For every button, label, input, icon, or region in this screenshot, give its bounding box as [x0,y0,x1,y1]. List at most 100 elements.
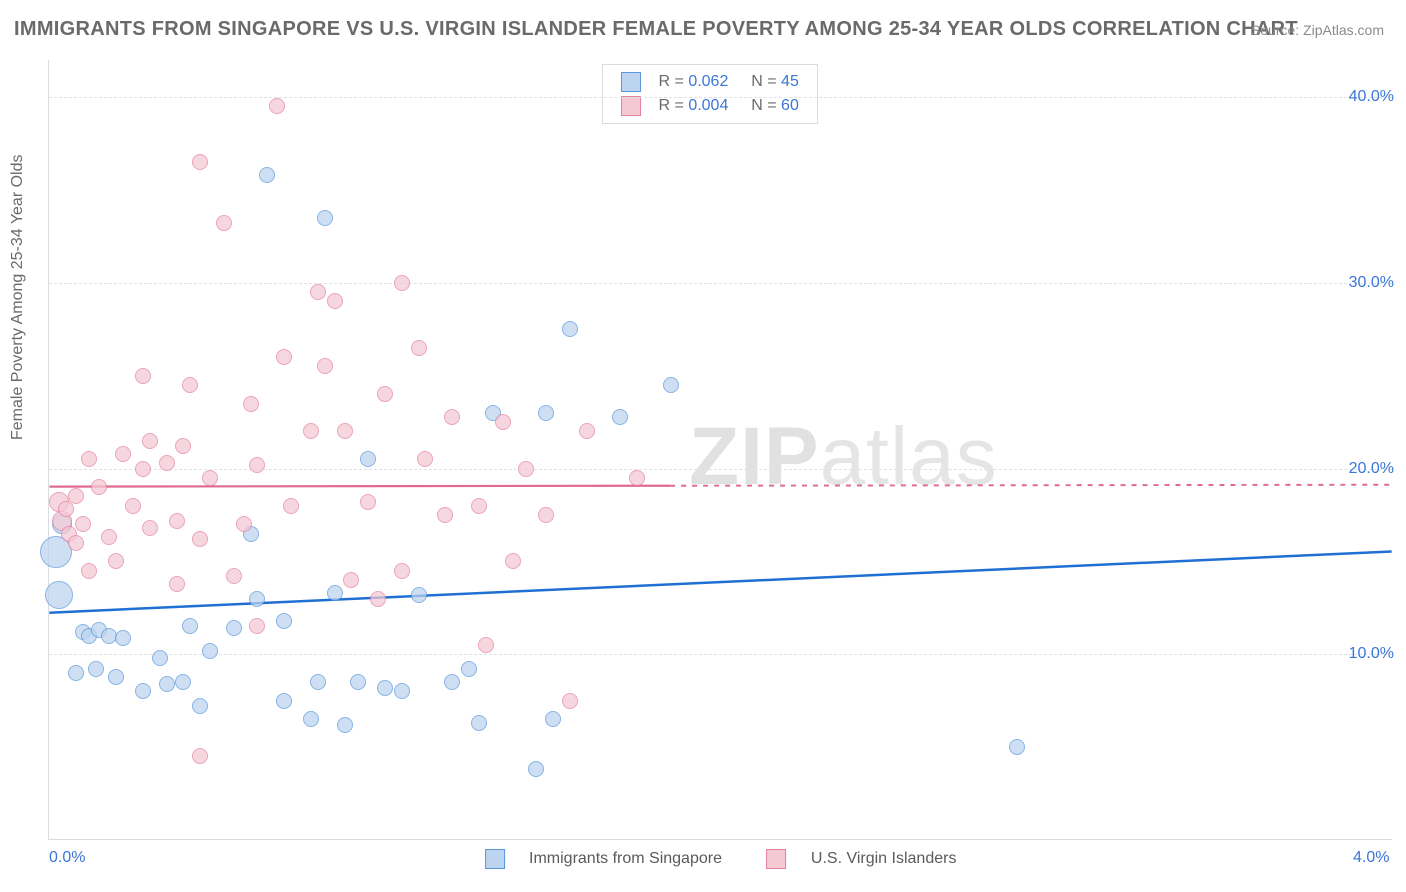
data-point [91,479,107,495]
data-point [108,553,124,569]
data-point [471,715,487,731]
data-point [276,613,292,629]
data-point [159,676,175,692]
data-point [1009,739,1025,755]
data-point [538,507,554,523]
grid-line [49,97,1392,98]
data-point [528,761,544,777]
data-point [276,693,292,709]
data-point [377,386,393,402]
grid-line [49,283,1392,284]
data-point [68,535,84,551]
scatter-plot-area: ZIPatlas R = 0.062 N = 45 R = 0.004 N = … [48,60,1392,840]
legend-label-a: Immigrants from Singapore [529,850,722,867]
data-point [182,377,198,393]
data-point [444,409,460,425]
data-point [45,581,73,609]
data-point [226,620,242,636]
data-point [343,572,359,588]
data-point [327,293,343,309]
data-point [142,520,158,536]
data-point [394,275,410,291]
data-point [243,396,259,412]
data-point [81,451,97,467]
data-point [192,531,208,547]
data-point [192,748,208,764]
y-tick-label: 40.0% [1349,88,1394,106]
x-tick-label: 0.0% [49,849,85,867]
data-point [579,423,595,439]
data-point [461,661,477,677]
legend-swatch-b2 [766,849,786,869]
data-point [394,563,410,579]
data-point [562,693,578,709]
data-point [538,405,554,421]
data-point [108,669,124,685]
x-tick-label: 4.0% [1353,849,1389,867]
data-point [75,516,91,532]
data-point [135,683,151,699]
data-point [202,470,218,486]
data-point [303,423,319,439]
data-point [471,498,487,514]
data-point [417,451,433,467]
data-point [377,680,393,696]
data-point [495,414,511,430]
y-tick-label: 20.0% [1349,460,1394,478]
data-point [68,488,84,504]
data-point [115,446,131,462]
chart-title: IMMIGRANTS FROM SINGAPORE VS U.S. VIRGIN… [14,18,1298,41]
data-point [562,321,578,337]
legend-label-b: U.S. Virgin Islanders [811,850,957,867]
data-point [81,563,97,579]
data-point [169,576,185,592]
legend-swatch-a2 [485,849,505,869]
data-point [360,451,376,467]
data-point [411,340,427,356]
data-point [663,377,679,393]
y-axis-label: Female Poverty Among 25-34 Year Olds [9,155,27,441]
data-point [216,215,232,231]
data-point [236,516,252,532]
data-point [478,637,494,653]
data-point [337,423,353,439]
data-point [249,591,265,607]
y-tick-label: 10.0% [1349,645,1394,663]
data-point [58,501,74,517]
data-point [310,284,326,300]
data-point [175,438,191,454]
trend-lines-layer [49,60,1392,839]
data-point [175,674,191,690]
data-point [125,498,141,514]
data-point [169,513,185,529]
y-tick-label: 30.0% [1349,274,1394,292]
data-point [303,711,319,727]
data-point [545,711,561,727]
data-point [249,618,265,634]
data-point [192,154,208,170]
data-point [135,461,151,477]
data-point [269,98,285,114]
data-point [437,507,453,523]
data-point [370,591,386,607]
data-point [182,618,198,634]
data-point [505,553,521,569]
data-point [152,650,168,666]
data-point [612,409,628,425]
data-point [444,674,460,690]
data-point [101,529,117,545]
data-point [142,433,158,449]
data-point [411,587,427,603]
data-point [115,630,131,646]
data-point [159,455,175,471]
data-point [88,661,104,677]
data-point [394,683,410,699]
data-point [350,674,366,690]
data-point [317,210,333,226]
data-point [192,698,208,714]
data-point [283,498,299,514]
data-point [259,167,275,183]
data-point [327,585,343,601]
data-point [629,470,645,486]
data-point [135,368,151,384]
